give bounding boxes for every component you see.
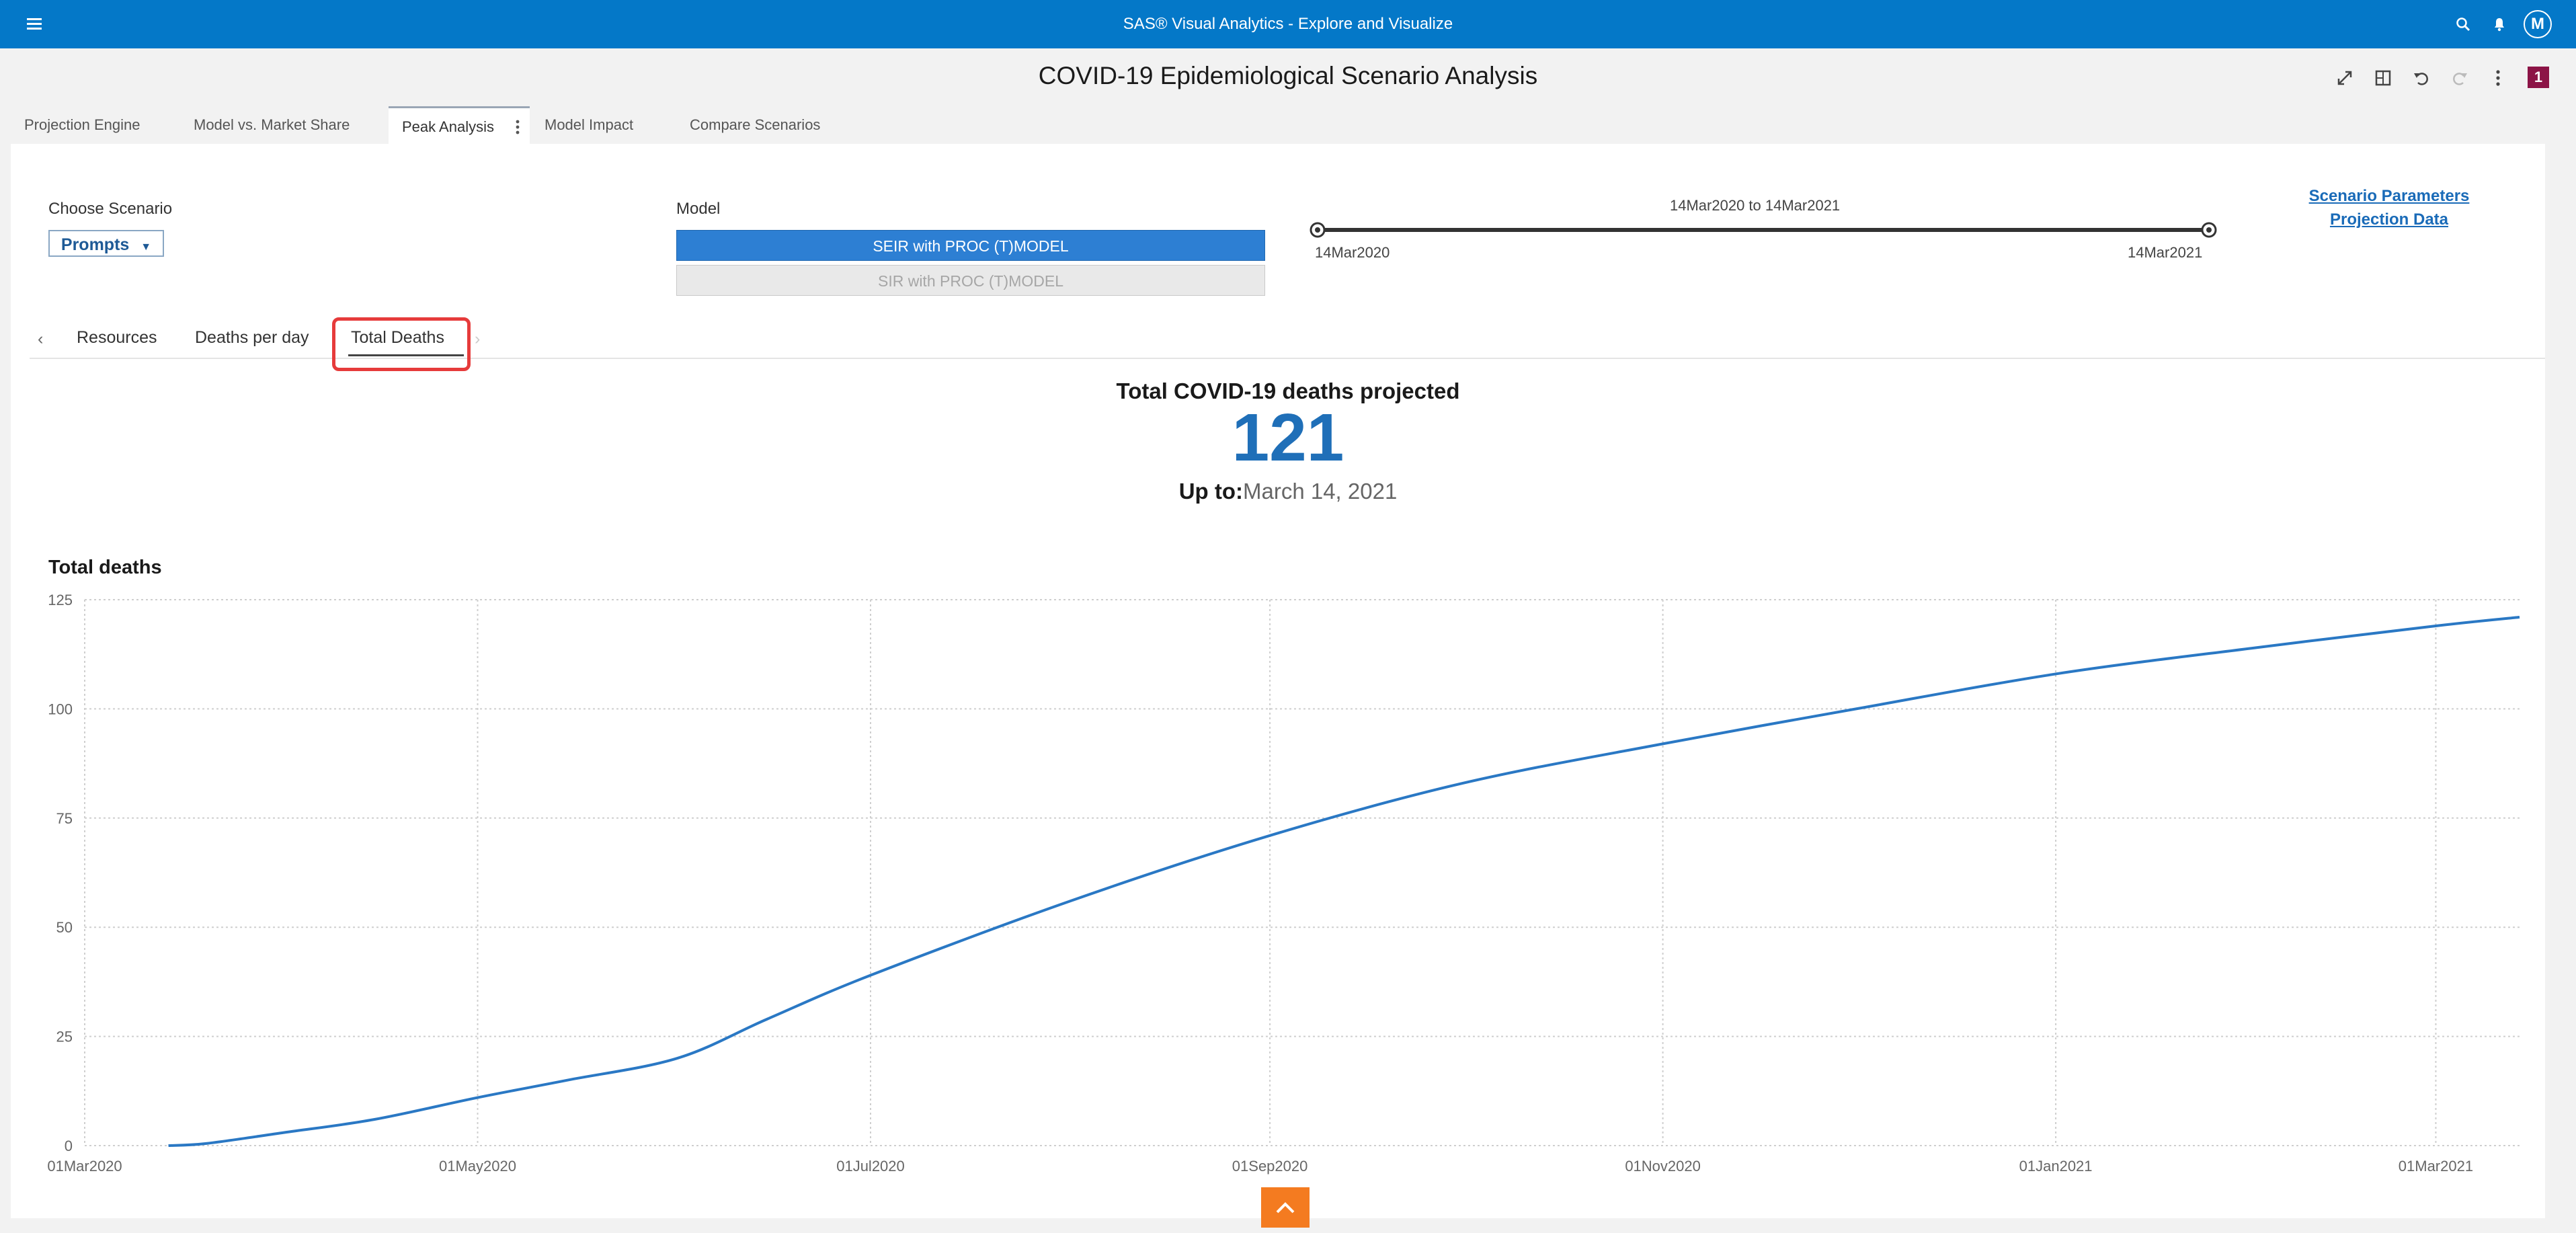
tab-resources[interactable]: Resources (77, 328, 157, 347)
tab-deaths-per-day[interactable]: Deaths per day (195, 328, 309, 347)
highlight-box (332, 317, 471, 371)
scroll-up-button[interactable] (1261, 1187, 1310, 1228)
avatar-initial: M (2531, 15, 2544, 33)
slider-start-label: 14Mar2020 (1315, 244, 1390, 261)
app-header: SAS® Visual Analytics - Explore and Visu… (0, 0, 2576, 48)
kpi-upto-label: Up to: (1178, 479, 1243, 504)
tab-total-deaths-underline (348, 354, 464, 356)
prompts-dropdown[interactable]: Prompts ▼ (48, 230, 164, 257)
chevron-up-icon (1276, 1202, 1295, 1214)
choose-scenario-label: Choose Scenario (48, 200, 173, 218)
kpi-upto-value: March 14, 2021 (1242, 479, 1398, 504)
scenario-parameters-link[interactable]: Scenario Parameters (2308, 187, 2470, 205)
tab-peak-analysis-label: Peak Analysis (402, 118, 494, 135)
model-label: Model (676, 200, 721, 218)
bell-icon[interactable] (2489, 13, 2510, 35)
tab-compare-scenarios[interactable]: Compare Scenarios (690, 116, 821, 133)
chevron-right-icon[interactable]: › (475, 329, 481, 348)
search-icon[interactable] (2452, 13, 2474, 35)
date-range-slider[interactable] (1310, 222, 2217, 238)
tab-options-icon[interactable] (515, 108, 520, 160)
redo-icon (2448, 66, 2472, 90)
kpi-upto: Up to:March 14, 2021 (0, 479, 2576, 504)
tab-divider (30, 358, 2545, 359)
projection-data-link[interactable]: Projection Data (2329, 210, 2449, 229)
layout-panel-icon[interactable] (2371, 66, 2395, 90)
slider-end-label: 14Mar2021 (2128, 244, 2203, 261)
chevron-left-icon[interactable]: ‹ (38, 329, 44, 348)
app-title: SAS® Visual Analytics - Explore and Visu… (1123, 15, 1453, 33)
chart-title: Total deaths (48, 557, 162, 578)
date-range-label: 14Mar2020 to 14Mar2021 (1670, 197, 1841, 214)
tab-peak-analysis[interactable]: Peak Analysis (389, 106, 530, 146)
prompts-dropdown-label: Prompts (61, 235, 130, 254)
tab-projection-engine[interactable]: Projection Engine (24, 116, 140, 133)
tab-total-deaths[interactable]: Total Deaths (351, 328, 444, 347)
avatar[interactable]: M (2524, 10, 2552, 38)
chevron-down-icon: ▼ (140, 241, 152, 253)
more-options-icon[interactable] (2486, 66, 2510, 90)
undo-icon[interactable] (2409, 66, 2433, 90)
maximize-icon[interactable] (2333, 66, 2357, 90)
kpi-title: Total COVID-19 deaths projected (1116, 379, 1460, 403)
kpi-value: 121 (1232, 400, 1344, 475)
model-option-sir[interactable]: SIR with PROC (T)MODEL (676, 265, 1265, 296)
tab-model-vs-market-share[interactable]: Model vs. Market Share (194, 116, 350, 133)
report-title: COVID-19 Epidemiological Scenario Analys… (1038, 62, 1538, 89)
hamburger-menu-icon[interactable] (23, 13, 46, 35)
tab-model-impact[interactable]: Model Impact (545, 116, 634, 133)
model-option-seir[interactable]: SEIR with PROC (T)MODEL (676, 230, 1265, 261)
report-canvas (11, 144, 2545, 1218)
badge-count: 1 (2534, 69, 2543, 85)
report-badge[interactable]: 1 (2528, 67, 2549, 88)
